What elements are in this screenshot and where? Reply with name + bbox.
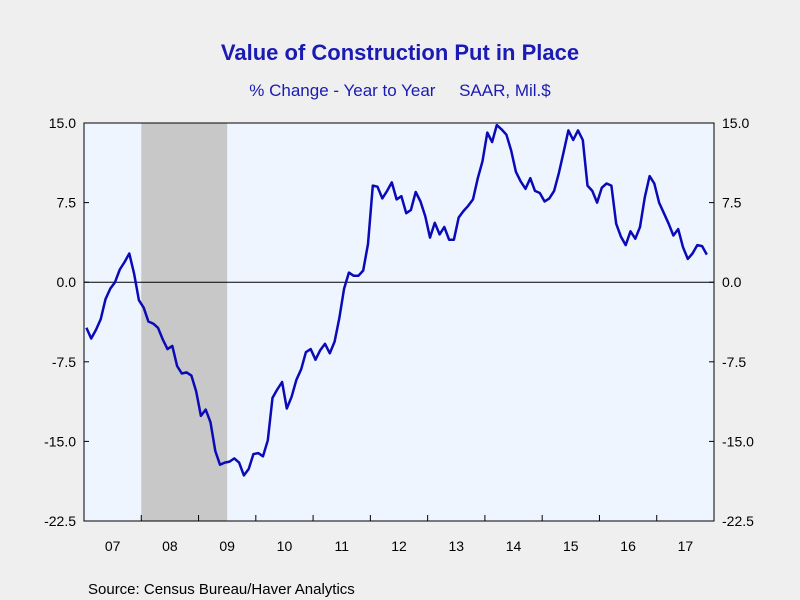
x-tick-label: 09 <box>219 538 235 554</box>
recession-shading <box>141 123 228 521</box>
x-tick-label: 15 <box>563 538 579 554</box>
y-tick-label-right: -15.0 <box>722 433 754 449</box>
y-tick-label-left: 15.0 <box>49 115 76 131</box>
y-axis-right: 15.0 7.5 0.0 -7.5 -15.0 -22.5 <box>709 115 754 529</box>
y-tick-label-left: -22.5 <box>44 513 76 529</box>
x-tick-label: 10 <box>277 538 293 554</box>
y-tick-label-right: 0.0 <box>722 274 742 290</box>
x-tick-label: 07 <box>105 538 121 554</box>
y-tick-label-right: 7.5 <box>722 195 742 211</box>
source-note: Source: Census Bureau/Haver Analytics <box>88 581 355 598</box>
y-tick-label-right: 15.0 <box>722 115 749 131</box>
y-tick-label-right: -7.5 <box>722 354 746 370</box>
chart-subtitle: % Change - Year to Year SAAR, Mil.$ <box>249 81 551 100</box>
y-axis-left: 15.0 7.5 0.0 -7.5 -15.0 -22.5 <box>44 115 89 529</box>
x-axis: 07 08 09 10 11 12 13 14 15 16 17 <box>83 515 715 554</box>
x-tick-label: 12 <box>391 538 407 554</box>
series-line <box>85 123 708 477</box>
x-tick-label: 11 <box>334 538 349 554</box>
y-tick-label-left: -15.0 <box>44 433 76 449</box>
y-tick-label-left: -7.5 <box>52 354 76 370</box>
chart-title: Value of Construction Put in Place <box>221 40 579 65</box>
x-tick-label: 14 <box>506 538 522 554</box>
plot-frame <box>83 122 715 522</box>
x-tick-label: 13 <box>448 538 464 554</box>
x-tick-label: 17 <box>678 538 694 554</box>
x-tick-label: 16 <box>620 538 636 554</box>
x-tick-label: 08 <box>162 538 178 554</box>
y-tick-label-left: 7.5 <box>57 195 77 211</box>
y-tick-label-right: -22.5 <box>722 513 754 529</box>
y-tick-label-left: 0.0 <box>57 274 77 290</box>
